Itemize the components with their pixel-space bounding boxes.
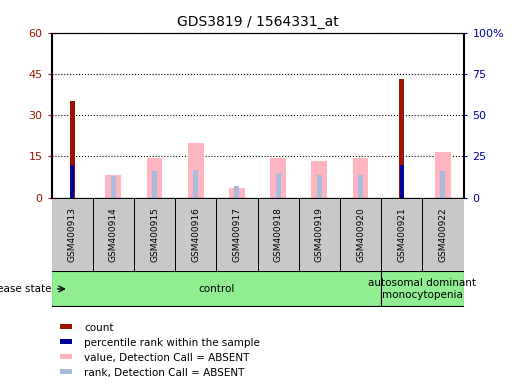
Bar [312, 161, 327, 198]
Bar [422, 198, 464, 271]
Bar [270, 158, 286, 198]
Bar [400, 165, 404, 198]
Bar [358, 175, 363, 198]
Text: GSM400920: GSM400920 [356, 207, 365, 262]
Text: disease state: disease state [0, 284, 52, 294]
Bar [381, 198, 422, 271]
Bar [93, 198, 134, 271]
Bar [340, 198, 381, 271]
Text: rank, Detection Call = ABSENT: rank, Detection Call = ABSENT [84, 368, 245, 378]
Bar [216, 198, 258, 271]
Text: GSM400913: GSM400913 [67, 207, 77, 262]
Bar [147, 158, 162, 198]
Text: value, Detection Call = ABSENT: value, Detection Call = ABSENT [84, 353, 250, 363]
Text: percentile rank within the sample: percentile rank within the sample [84, 338, 261, 348]
Text: GSM400918: GSM400918 [273, 207, 283, 262]
Bar [317, 175, 322, 198]
Bar [70, 165, 74, 198]
Text: GSM400915: GSM400915 [150, 207, 159, 262]
Title: GDS3819 / 1564331_at: GDS3819 / 1564331_at [177, 15, 338, 29]
Bar [106, 175, 121, 198]
Bar [60, 354, 72, 359]
Bar [299, 198, 340, 271]
Bar [381, 271, 464, 306]
Text: GSM400921: GSM400921 [397, 207, 406, 262]
Bar [60, 324, 72, 329]
Bar [70, 101, 75, 198]
Bar [353, 158, 368, 198]
Text: GSM400919: GSM400919 [315, 207, 324, 262]
Bar [276, 173, 281, 198]
Bar [188, 143, 203, 198]
Text: GSM400922: GSM400922 [438, 207, 448, 262]
Bar [152, 171, 157, 198]
Bar [175, 198, 216, 271]
Text: count: count [84, 323, 114, 333]
Bar [52, 198, 93, 271]
Bar [60, 369, 72, 374]
Text: GSM400917: GSM400917 [232, 207, 242, 262]
Bar [440, 171, 445, 198]
Bar [258, 198, 299, 271]
Bar [193, 170, 198, 198]
Bar [229, 188, 245, 198]
Bar [52, 271, 381, 306]
Bar [435, 152, 451, 198]
Text: GSM400914: GSM400914 [109, 207, 118, 262]
Bar [234, 186, 239, 198]
Bar [399, 79, 404, 198]
Text: GSM400916: GSM400916 [191, 207, 200, 262]
Text: control: control [198, 284, 234, 294]
Bar [111, 176, 116, 198]
Bar [134, 198, 175, 271]
Text: autosomal dominant
monocytopenia: autosomal dominant monocytopenia [368, 278, 476, 300]
Bar [60, 339, 72, 344]
